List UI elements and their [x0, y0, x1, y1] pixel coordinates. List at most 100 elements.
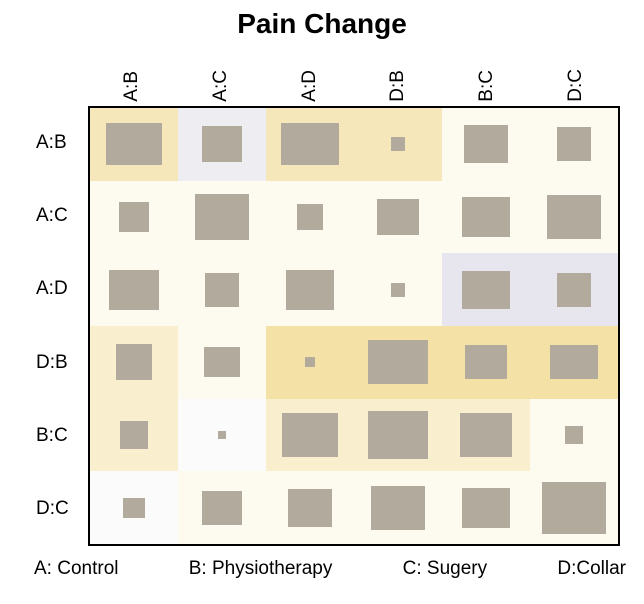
cell-square: [464, 125, 508, 163]
column-header: A:C: [177, 46, 266, 102]
cell-square: [565, 426, 583, 444]
cell-square: [288, 489, 332, 527]
cell-square: [205, 273, 239, 307]
grid-cell: [354, 399, 442, 472]
cell-square: [462, 488, 510, 528]
grid-row: [90, 253, 618, 326]
grid-cell: [442, 181, 530, 254]
cell-square: [297, 204, 323, 230]
grid-cell: [442, 253, 530, 326]
column-header-label: B:C: [476, 70, 498, 102]
cell-square: [282, 413, 338, 457]
row-header: A:C: [30, 179, 88, 252]
cell-square: [218, 431, 226, 439]
cell-square: [368, 411, 428, 459]
cell-square: [202, 491, 242, 525]
column-headers: A:B A:C A:D D:B B:C D:C: [88, 46, 620, 102]
cell-square: [462, 197, 510, 237]
column-header: D:B: [354, 46, 443, 102]
cell-square: [368, 340, 428, 384]
grid-cell: [90, 108, 178, 181]
row-header-label: A:B: [36, 132, 67, 154]
row-header-label: A:D: [36, 278, 68, 300]
grid-cell: [266, 253, 354, 326]
row-header: A:B: [30, 106, 88, 179]
grid-cell: [354, 326, 442, 399]
grid-cell: [178, 471, 266, 544]
cell-square: [550, 345, 598, 379]
grid-cell: [442, 108, 530, 181]
grid-cell: [266, 326, 354, 399]
grid-cell: [354, 253, 442, 326]
cell-square: [305, 357, 315, 367]
grid-cell: [90, 181, 178, 254]
cell-square: [109, 270, 159, 310]
column-header: A:B: [88, 46, 177, 102]
chart-title: Pain Change: [0, 8, 644, 40]
cell-square: [391, 283, 405, 297]
column-header: A:D: [265, 46, 354, 102]
legend-item: C: Sugery: [403, 558, 487, 580]
grid-cell: [178, 399, 266, 472]
grid-cell: [442, 399, 530, 472]
pain-change-chart: Pain Change A:B A:C A:D D:B B:C D:C A:B A:C A:D…: [0, 0, 644, 604]
cell-square: [547, 195, 601, 239]
cell-square: [462, 271, 510, 309]
column-header-label: D:C: [565, 69, 587, 102]
grid-cell: [266, 181, 354, 254]
grid-cell: [442, 471, 530, 544]
column-header: D:C: [531, 46, 620, 102]
cell-square: [391, 137, 405, 151]
grid-cell: [90, 471, 178, 544]
cell-square: [377, 199, 419, 235]
column-header-label: A:B: [121, 71, 143, 102]
cell-square: [120, 421, 148, 449]
grid-cell: [178, 181, 266, 254]
column-header-label: A:D: [299, 70, 321, 102]
grid-cell: [530, 399, 618, 472]
row-headers: A:B A:C A:D D:B B:C D:C: [30, 106, 88, 546]
column-header-label: D:B: [387, 70, 409, 102]
grid-cell: [354, 471, 442, 544]
cell-square: [557, 273, 591, 307]
grid-row: [90, 326, 618, 399]
cell-square: [202, 126, 242, 162]
grid-cell: [90, 326, 178, 399]
grid-row: [90, 471, 618, 544]
row-header-label: D:B: [36, 352, 68, 374]
grid-cell: [354, 108, 442, 181]
grid-cell: [90, 253, 178, 326]
cell-square: [116, 344, 152, 380]
row-header: D:B: [30, 326, 88, 399]
grid-row: [90, 399, 618, 472]
legend-item: A: Control: [34, 558, 118, 580]
grid-cell: [266, 399, 354, 472]
row-header: D:C: [30, 473, 88, 546]
grid-cell: [178, 108, 266, 181]
grid-cell: [530, 181, 618, 254]
cell-square: [557, 127, 591, 161]
grid-cell: [530, 471, 618, 544]
grid-cell: [90, 399, 178, 472]
row-header-label: A:C: [36, 205, 68, 227]
grid-cell: [530, 108, 618, 181]
grid-cell: [266, 108, 354, 181]
grid-cell: [442, 326, 530, 399]
grid-row: [90, 181, 618, 254]
legend-item: D:Collar: [557, 558, 626, 580]
cell-square: [281, 123, 339, 165]
row-header: B:C: [30, 399, 88, 472]
cell-square: [460, 413, 512, 457]
cell-square: [195, 194, 249, 240]
row-header-label: B:C: [36, 425, 68, 447]
grid-cell: [354, 181, 442, 254]
grid-cell: [178, 253, 266, 326]
cell-square: [465, 345, 507, 379]
cell-square: [286, 270, 334, 310]
cell-square: [371, 486, 425, 530]
cell-square: [204, 347, 240, 377]
grid-cell: [530, 253, 618, 326]
legend: A: ControlB: PhysiotherapyC: SugeryD:Col…: [30, 558, 630, 580]
grid-row: [90, 108, 618, 181]
row-header: A:D: [30, 253, 88, 326]
